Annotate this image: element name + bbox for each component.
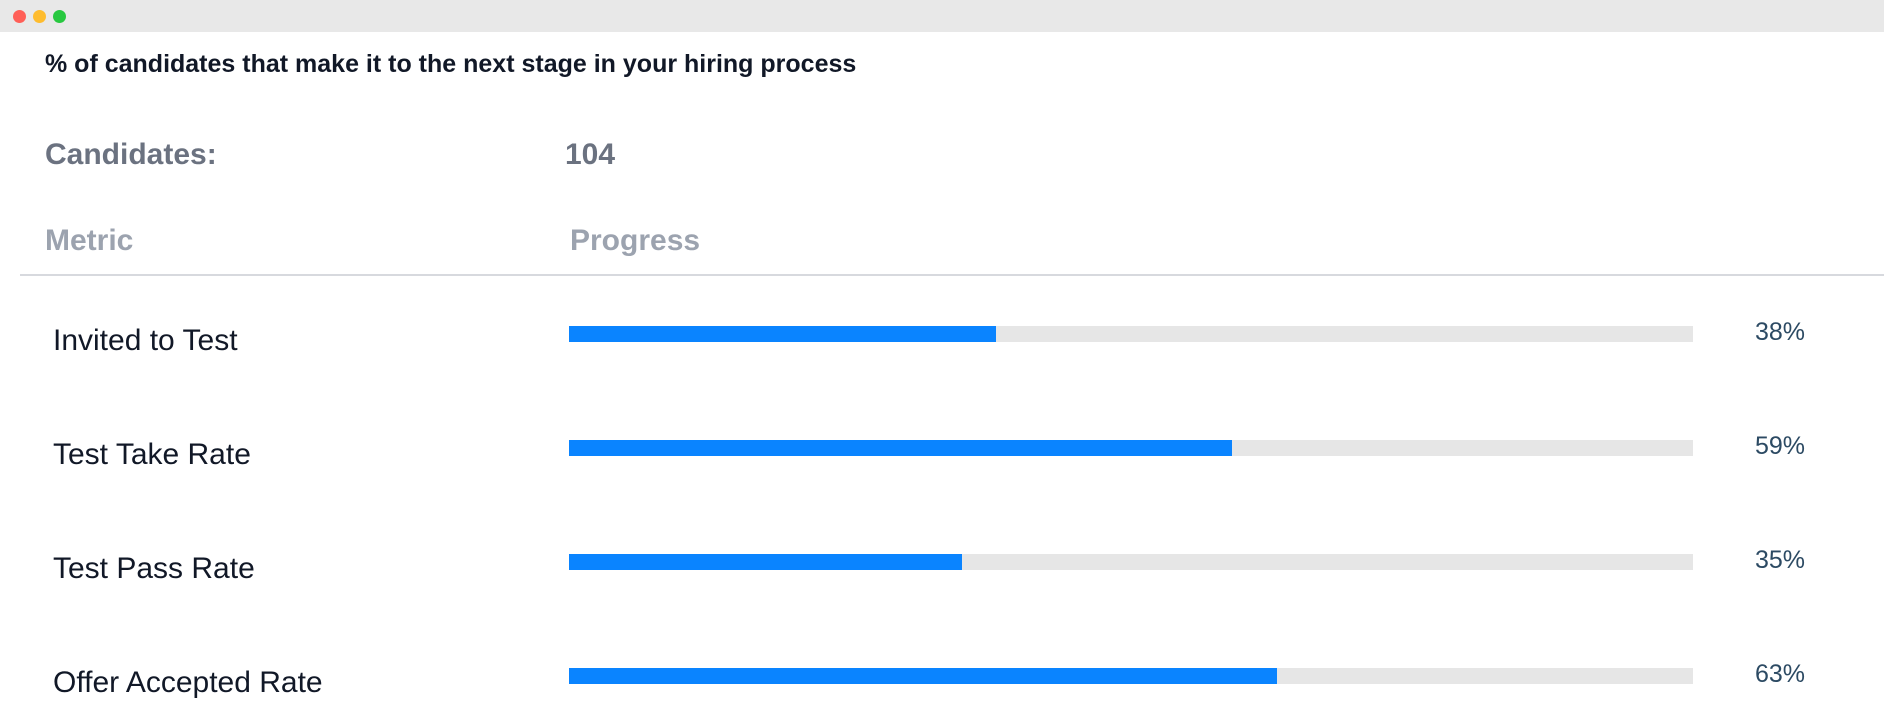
- metric-row: Test Take Rate 59%: [0, 432, 1884, 492]
- candidates-label: Candidates:: [45, 138, 217, 171]
- progress-column-header: Progress: [570, 224, 701, 257]
- progress-track: [569, 326, 1693, 342]
- progress-track: [569, 554, 1693, 570]
- metric-label: Test Pass Rate: [53, 552, 255, 585]
- metric-column-header: Metric: [45, 224, 134, 257]
- metric-row: Offer Accepted Rate 63%: [0, 660, 1884, 720]
- progress-percent: 59%: [1755, 432, 1806, 460]
- table-header-divider: [20, 274, 1884, 276]
- progress-percent: 38%: [1755, 318, 1806, 346]
- metric-label: Test Take Rate: [53, 438, 251, 471]
- progress-fill: [569, 554, 963, 570]
- close-window-button[interactable]: [13, 10, 26, 23]
- maximize-window-button[interactable]: [53, 10, 66, 23]
- progress-percent: 63%: [1755, 660, 1806, 688]
- window-titlebar: [0, 0, 1884, 32]
- progress-fill: [569, 668, 1278, 684]
- progress-percent: 35%: [1755, 546, 1806, 574]
- candidates-count: 104: [565, 138, 616, 171]
- page-subtitle: % of candidates that make it to the next…: [45, 50, 857, 78]
- metric-label: Offer Accepted Rate: [53, 666, 323, 699]
- progress-fill: [569, 326, 997, 342]
- metric-row: Test Pass Rate 35%: [0, 546, 1884, 606]
- metric-label: Invited to Test: [53, 324, 238, 357]
- progress-fill: [569, 440, 1233, 456]
- progress-track: [569, 668, 1693, 684]
- progress-track: [569, 440, 1693, 456]
- minimize-window-button[interactable]: [33, 10, 46, 23]
- metric-row: Invited to Test 38%: [0, 318, 1884, 378]
